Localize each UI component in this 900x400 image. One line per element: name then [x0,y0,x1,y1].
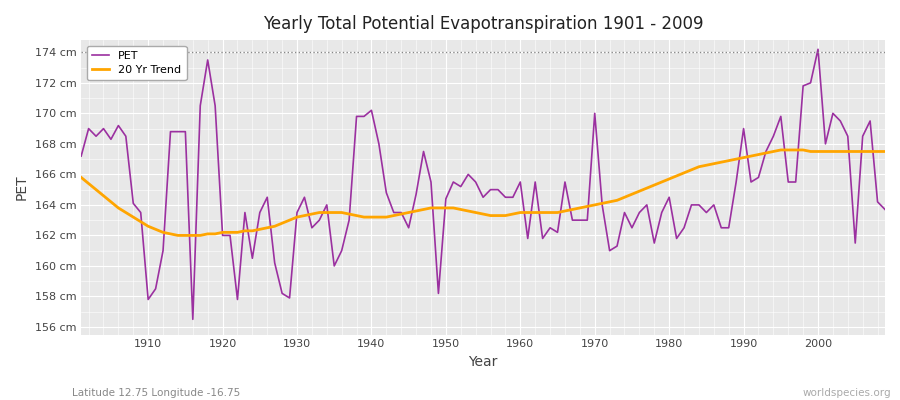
Legend: PET, 20 Yr Trend: PET, 20 Yr Trend [86,46,186,80]
PET [135,210,146,215]
20 Yr Trend [776,148,787,152]
20 Yr Trend [76,175,86,180]
Y-axis label: PET: PET [15,174,29,200]
Text: Latitude 12.75 Longitude -16.75: Latitude 12.75 Longitude -16.75 [72,388,240,398]
X-axis label: Year: Year [468,355,498,369]
20 Yr Trend [135,219,146,224]
20 Yr Trend [879,149,890,154]
PET [515,180,526,184]
PET [879,207,890,212]
20 Yr Trend [522,210,533,215]
20 Yr Trend [173,233,184,238]
PET [351,114,362,119]
Line: 20 Yr Trend: 20 Yr Trend [81,150,885,236]
PET [522,236,533,241]
Title: Yearly Total Potential Evapotranspiration 1901 - 2009: Yearly Total Potential Evapotranspiratio… [263,15,703,33]
20 Yr Trend [515,210,526,215]
PET [307,225,318,230]
PET [612,244,623,248]
PET [187,317,198,322]
Text: worldspecies.org: worldspecies.org [803,388,891,398]
20 Yr Trend [612,198,623,203]
PET [813,47,824,52]
Line: PET: PET [81,49,885,319]
PET [76,154,86,158]
20 Yr Trend [307,212,318,216]
20 Yr Trend [351,213,362,218]
